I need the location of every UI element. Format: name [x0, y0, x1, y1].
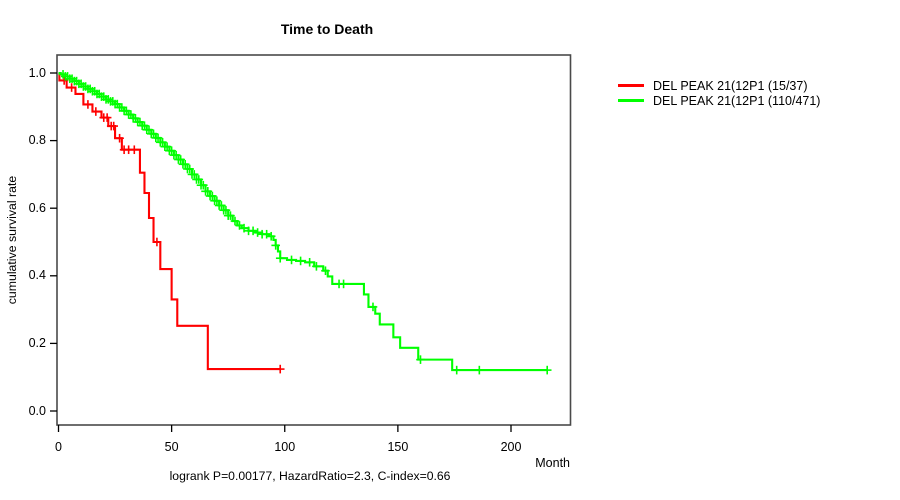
- legend: DEL PEAK 21(12P1 (15/37) DEL PEAK 21(12P…: [618, 78, 821, 108]
- y-tick-label: 0.6: [28, 200, 46, 215]
- legend-line-red: [618, 84, 644, 87]
- x-tick-label: 50: [164, 440, 179, 454]
- y-tick-label: 1.0: [28, 65, 46, 80]
- x-tick-label: 100: [274, 440, 296, 454]
- x-tick-label: 200: [500, 440, 522, 454]
- y-tick-label: 0.4: [28, 268, 46, 283]
- plot-box: [56, 54, 572, 426]
- y-axis-title: cumulative survival rate: [5, 175, 19, 305]
- legend-line-green: [618, 99, 644, 102]
- legend-label-group2: DEL PEAK 21(12P1 (110/471): [653, 93, 821, 108]
- legend-row-group1: DEL PEAK 21(12P1 (15/37): [618, 78, 820, 93]
- x-tick-label: 150: [387, 440, 409, 454]
- legend-row-group2: DEL PEAK 21(12P1 (110/471): [618, 93, 821, 108]
- legend-label-group1: DEL PEAK 21(12P1 (15/37): [653, 78, 808, 93]
- x-axis-unit-label: Month: [535, 456, 570, 470]
- statistics-annotation: logrank P=0.00177, HazardRatio=2.3, C-in…: [169, 469, 451, 483]
- x-tick-label: 0: [55, 440, 62, 454]
- plot-title: Time to Death: [280, 21, 374, 37]
- y-tick-label: 0.2: [28, 335, 46, 350]
- y-tick-label: 0.0: [28, 403, 46, 418]
- y-tick-label: 0.8: [28, 133, 46, 148]
- survival-curve-red: [58, 71, 281, 371]
